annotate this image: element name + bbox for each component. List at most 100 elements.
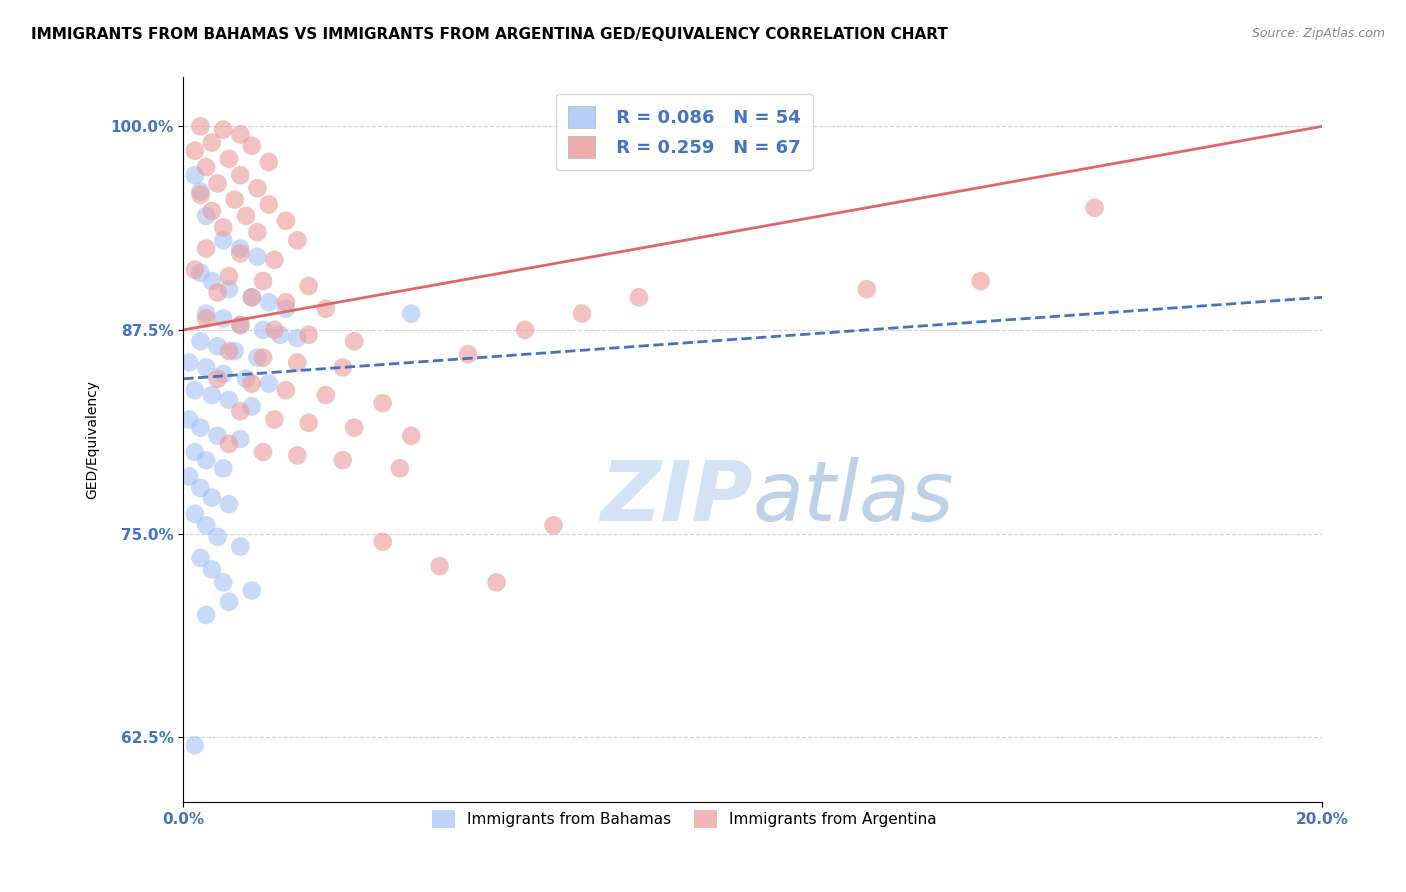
Point [252,274,274,288]
Point [190,481,212,495]
Point [184,383,207,397]
Point [195,242,218,256]
Point [240,139,263,153]
Point [274,301,297,316]
Point [246,225,269,239]
Point [285,233,308,247]
Point [285,448,308,462]
Point [190,334,212,349]
Point [332,360,354,375]
Point [201,274,224,288]
Point [263,412,285,426]
Text: atlas: atlas [752,458,955,539]
Point [201,562,224,576]
Point [195,311,218,326]
Point [399,429,422,443]
Point [224,193,246,207]
Point [240,583,263,598]
Point [274,214,297,228]
Point [315,388,337,402]
Point [229,432,252,446]
Point [371,534,394,549]
Point [229,168,252,182]
Point [1084,201,1107,215]
Point [207,177,229,191]
Point [190,266,212,280]
Point [229,318,252,332]
Point [298,279,321,293]
Point [298,327,321,342]
Point [274,295,297,310]
Point [269,327,291,342]
Point [218,269,240,284]
Point [513,323,536,337]
Point [184,144,207,158]
Point [274,383,297,397]
Point [207,339,229,353]
Point [240,290,263,304]
Point [218,595,240,609]
Point [224,344,246,359]
Point [218,497,240,511]
Point [298,416,321,430]
Point [184,738,207,752]
Point [201,491,224,505]
Point [190,120,212,134]
Point [218,392,240,407]
Point [190,550,212,565]
Point [195,607,218,622]
Point [343,334,366,349]
Point [177,355,200,369]
Point [263,252,285,267]
Point [190,185,212,199]
Point [257,155,280,169]
Point [240,290,263,304]
Text: IMMIGRANTS FROM BAHAMAS VS IMMIGRANTS FROM ARGENTINA GED/EQUIVALENCY CORRELATION: IMMIGRANTS FROM BAHAMAS VS IMMIGRANTS FR… [31,27,948,42]
Point [485,575,508,590]
Point [246,351,269,365]
Point [969,274,991,288]
Text: ZIP: ZIP [600,458,752,539]
Text: Source: ZipAtlas.com: Source: ZipAtlas.com [1251,27,1385,40]
Point [371,396,394,410]
Point [218,344,240,359]
Point [240,376,263,391]
Point [212,233,235,247]
Point [229,540,252,554]
Point [177,412,200,426]
Point [195,453,218,467]
Point [195,209,218,223]
Point [229,404,252,418]
Point [257,295,280,310]
Point [235,209,257,223]
Point [257,197,280,211]
Point [207,372,229,386]
Point [207,530,229,544]
Point [399,307,422,321]
Point [571,307,593,321]
Point [190,187,212,202]
Point [212,311,235,326]
Point [212,575,235,590]
Point [229,246,252,260]
Point [177,469,200,483]
Point [212,461,235,475]
Point [184,507,207,521]
Point [257,376,280,391]
Legend: Immigrants from Bahamas, Immigrants from Argentina: Immigrants from Bahamas, Immigrants from… [426,804,943,835]
Point [201,204,224,219]
Point [218,437,240,451]
Point [201,388,224,402]
Point [263,323,285,337]
Point [252,445,274,459]
Point [285,331,308,345]
Point [246,250,269,264]
Point [195,518,218,533]
Point [543,518,565,533]
Point [195,307,218,321]
Point [240,400,263,414]
Point [218,282,240,296]
Point [343,420,366,434]
Point [212,367,235,381]
Point [201,136,224,150]
